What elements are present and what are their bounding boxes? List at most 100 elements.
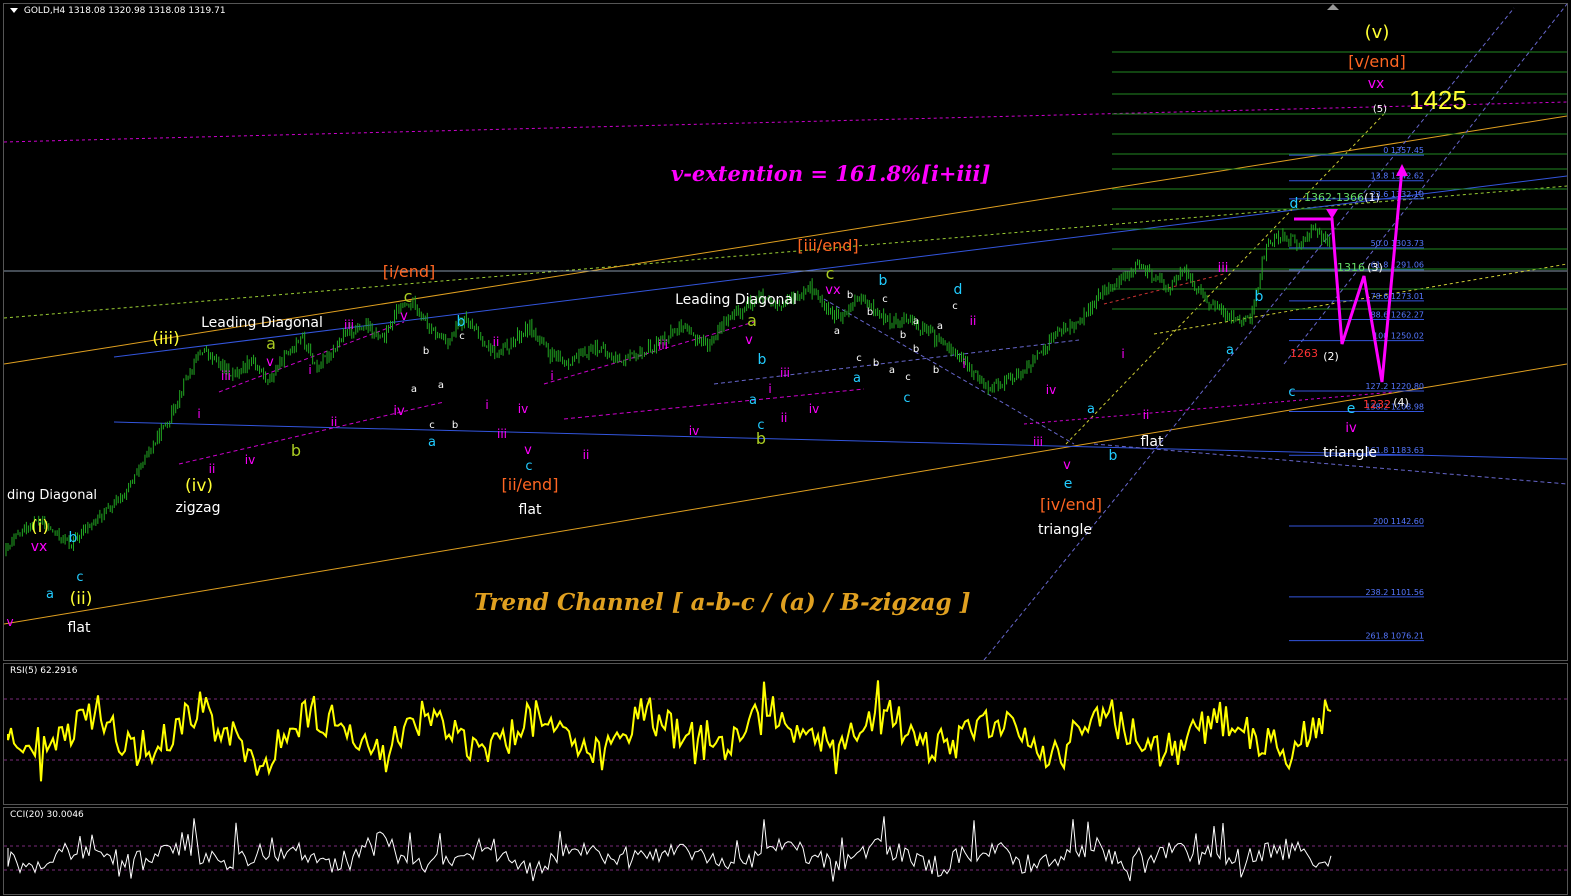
wave-label: ii	[209, 462, 216, 476]
wave-label: iii	[221, 369, 231, 383]
v-extension-annotation: v-extention = 161.8%[i+iii]	[671, 161, 991, 186]
wave-label: b	[847, 290, 853, 301]
price-1232-label: 1232	[1363, 398, 1391, 411]
wave-label: a	[834, 326, 840, 337]
ohlc-values: 1318.08 1320.98 1318.08 1319.71	[68, 6, 226, 16]
wave-label: a	[438, 380, 444, 391]
wave-label: a	[46, 587, 54, 602]
wave-label: a	[853, 371, 861, 386]
target-price-label: 1425	[1409, 85, 1467, 115]
magenta-dashed-lower	[563, 388, 865, 420]
dotted-yellow-projection	[1153, 263, 1567, 335]
wave-label: c	[404, 287, 413, 306]
projection-3-label: (3)	[1367, 261, 1383, 274]
wave-label: b	[873, 358, 879, 369]
dashed-line-5	[823, 298, 1075, 445]
wave-label: e	[1347, 401, 1356, 417]
zigzag-label: zigzag	[176, 500, 221, 516]
magenta-dashed-upper	[543, 321, 755, 385]
fib-level-label: 78.6 1273.01	[1371, 292, 1424, 301]
projection-4-label: (4)	[1393, 396, 1409, 409]
wave-label: c	[882, 294, 888, 305]
collapse-triangle-icon[interactable]	[10, 8, 18, 13]
fib-level-label: 88.6 1262.27	[1371, 310, 1424, 319]
upper-trend-channel-line	[4, 115, 1567, 365]
projection-arrowhead-icon	[1326, 209, 1338, 219]
wave-label: i	[768, 382, 771, 396]
magenta-dashed-ld1-lower	[178, 401, 445, 465]
flat-label-3: flat	[1141, 434, 1164, 450]
rsi-svg	[4, 680, 1567, 782]
wave-label: flat	[68, 620, 91, 636]
wave-label: iii	[344, 318, 354, 332]
wave-label: v	[6, 615, 13, 629]
wave-label: ii	[781, 411, 788, 425]
wave-label: v	[400, 309, 408, 324]
diagonal-dashed-line-3	[1283, 4, 1567, 365]
wave-label: ii	[583, 448, 590, 462]
wave-label: b	[1109, 448, 1118, 464]
wave-label: (i)	[31, 517, 49, 537]
wave-label: c	[1288, 385, 1295, 400]
wave-label: b	[423, 346, 429, 357]
cci-label: CCI(20) 30.0046	[10, 810, 84, 820]
leading-diagonal-label-left: ding Diagonal	[7, 488, 97, 503]
wave-label: c	[429, 420, 435, 431]
wave-label: flat	[519, 502, 542, 518]
wave-label: v	[745, 333, 753, 348]
wave-label: ii	[331, 415, 338, 429]
wave-label: a	[428, 435, 436, 450]
fib-level-label: 127.2 1220.80	[1365, 382, 1424, 391]
fib-level-label: 261.8 1076.21	[1365, 632, 1424, 641]
wave-label: iv	[1046, 383, 1056, 397]
symbol-name: GOLD,H4	[23, 6, 66, 16]
wave-label: iv	[393, 404, 405, 419]
wave-label: [v/end]	[1348, 52, 1405, 71]
price-chart-panel[interactable]: GOLD,H4 1318.08 1320.98 1318.08 1319.71 …	[3, 3, 1568, 661]
wave-label: vx	[1368, 76, 1385, 92]
wave-label: [i/end]	[383, 262, 435, 281]
wave-label: vx	[31, 539, 48, 555]
leading-diagonal-label-2: Leading Diagonal	[675, 292, 797, 308]
wave-label: i	[308, 363, 311, 377]
wave-label: c	[952, 301, 958, 312]
wave-label: iii	[658, 338, 668, 352]
wave-label: b	[457, 314, 466, 330]
symbol-header: GOLD,H4 1318.08 1320.98 1318.08 1319.71	[10, 6, 226, 16]
triangle-label-1: triangle	[1038, 522, 1092, 538]
rsi-panel[interactable]: RSI(5) 62.2916	[3, 663, 1568, 805]
wave-label: (ii)	[70, 589, 93, 609]
wave-label: iv	[245, 453, 255, 467]
wave-label: iv	[518, 402, 528, 416]
dotted-yellow-line-2	[1065, 113, 1385, 445]
wave-label: (v)	[1365, 22, 1390, 43]
wave-label: iii	[497, 427, 507, 441]
wave-label: c	[905, 372, 911, 383]
wave-label: c	[459, 331, 465, 342]
wave-label: iv	[809, 402, 819, 416]
cci-panel[interactable]: CCI(20) 30.0046	[3, 807, 1568, 895]
lower-blue-channel-line	[113, 421, 1567, 460]
triangle-label-2: triangle	[1323, 445, 1377, 461]
wave-label: ii	[493, 335, 500, 349]
wave-label: a	[749, 393, 757, 408]
fib-level-label: 138.2 1208.98	[1365, 402, 1424, 411]
fib-level-label: 50.0 1303.73	[1371, 239, 1424, 248]
fib-level-label: 23.6 1332.10	[1371, 190, 1424, 199]
wave-label: c	[757, 418, 764, 433]
fib-level-label: 61.8 1291.06	[1371, 261, 1424, 270]
fib-level-label: 238.2 1101.56	[1365, 588, 1424, 597]
wave-label: ii	[1143, 408, 1150, 422]
leading-diagonal-label-1: Leading Diagonal	[201, 315, 323, 331]
wave-label: b	[756, 429, 766, 448]
wave-label: c	[525, 459, 532, 474]
wave-label: i	[962, 357, 965, 371]
rsi-line	[7, 680, 1332, 782]
wave-label: i	[1121, 347, 1124, 361]
scroll-up-arrow-icon[interactable]	[1327, 4, 1339, 10]
wave-label: i	[550, 369, 553, 383]
wave-label: (iii)	[152, 329, 179, 349]
projection-path	[1294, 168, 1404, 383]
wave-label: iii	[1033, 435, 1043, 449]
